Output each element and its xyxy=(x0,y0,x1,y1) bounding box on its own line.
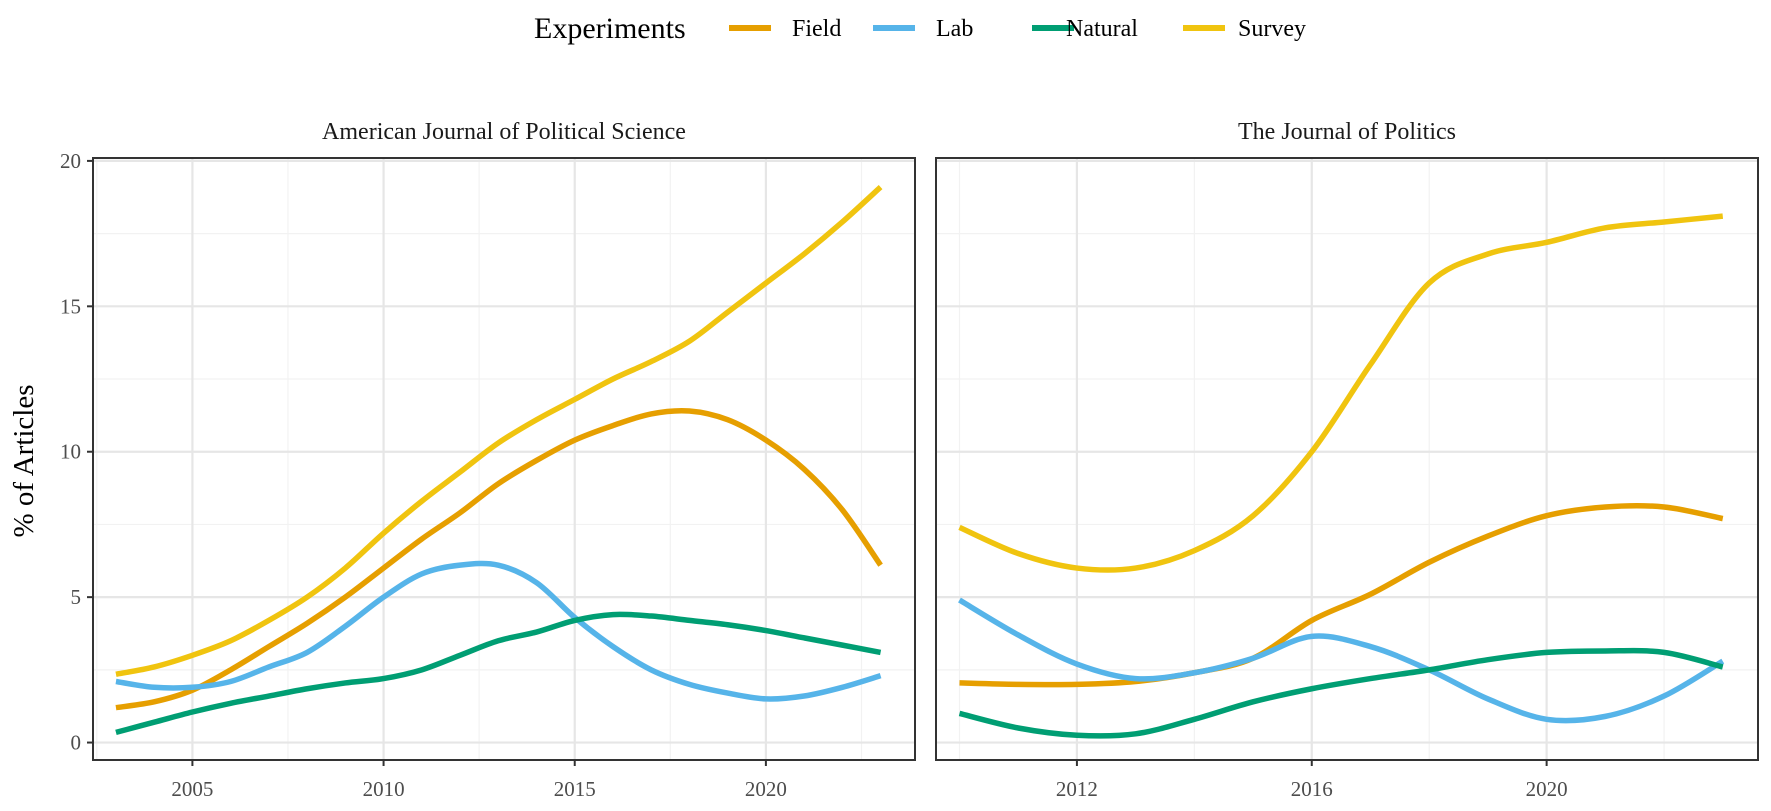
y-tick-label: 0 xyxy=(71,731,82,755)
series-line-lab xyxy=(115,560,882,702)
legend-label-survey: Survey xyxy=(1238,16,1306,42)
legend-item-natural: Natural xyxy=(1032,16,1138,42)
gridlines xyxy=(936,158,1758,760)
x-axis: 2012 2016 2020 xyxy=(1056,760,1568,801)
series-line-field xyxy=(115,407,883,711)
y-tick-label: 5 xyxy=(71,585,82,609)
x-tick-label: 2005 xyxy=(171,777,213,801)
panel-title: American Journal of Political Science xyxy=(322,119,686,145)
x-tick-label: 2010 xyxy=(363,777,405,801)
panels: American Journal of Political Science200… xyxy=(60,119,1759,801)
panel-the-journal-of-politics: The Journal of Politics 2012 2016 2020 xyxy=(935,119,1759,801)
y-axis: 0 5 10 15 20 xyxy=(60,149,93,755)
series-line-survey xyxy=(958,213,1724,573)
panel-border xyxy=(92,157,916,761)
legend-label-lab: Lab xyxy=(936,16,973,42)
legend-label-natural: Natural xyxy=(1066,16,1138,42)
gridlines xyxy=(93,158,915,760)
x-tick-label: 2020 xyxy=(745,777,787,801)
x-tick-label: 2012 xyxy=(1056,777,1098,801)
series-line-natural xyxy=(958,647,1724,739)
series-line-lab xyxy=(958,597,1725,724)
y-tick-label: 20 xyxy=(60,149,81,173)
panel-american-journal-of-political-science: American Journal of Political Science200… xyxy=(60,119,916,801)
legend-item-survey: Survey xyxy=(1183,16,1306,42)
legend-label-field: Field xyxy=(792,16,841,42)
y-axis-label: % of Articles xyxy=(8,384,40,537)
y-tick-label: 10 xyxy=(60,440,81,464)
series-lines xyxy=(958,213,1725,739)
series-line-natural xyxy=(115,611,882,736)
panel-title: The Journal of Politics xyxy=(1238,119,1456,145)
series-line-field xyxy=(959,502,1724,688)
series-line-survey xyxy=(115,185,883,677)
legend-title: Experiments xyxy=(534,12,686,45)
x-tick-label: 2020 xyxy=(1526,777,1568,801)
legend-item-lab: Lab xyxy=(873,16,973,42)
legend: Experiments Field Lab Natural Survey xyxy=(534,12,1306,45)
x-axis: 2005 2010 2015 2020 xyxy=(171,760,787,801)
panel-border xyxy=(935,157,1759,761)
x-tick-label: 2015 xyxy=(554,777,596,801)
y-tick-label: 15 xyxy=(60,294,81,318)
x-tick-label: 2016 xyxy=(1291,777,1333,801)
legend-item-field: Field xyxy=(729,16,841,42)
series-lines xyxy=(115,185,883,736)
